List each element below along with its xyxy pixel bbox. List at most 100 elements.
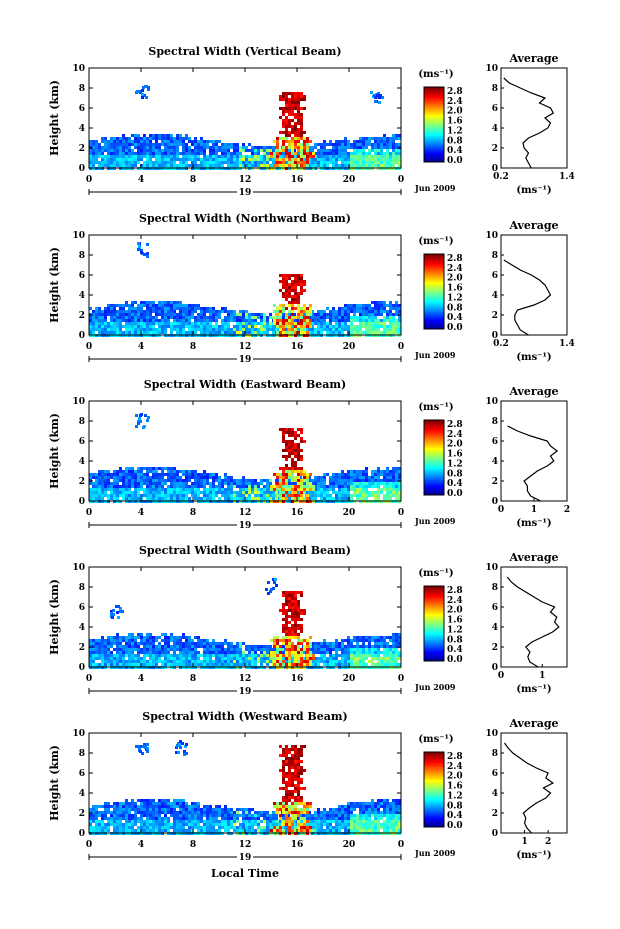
heatmap-cell — [338, 663, 341, 666]
heatmap-cell — [155, 158, 158, 161]
heatmap-cell — [344, 143, 347, 146]
heatmap-cell — [149, 152, 152, 155]
colorbar-tick-label: 2.0 — [447, 107, 463, 117]
heatmap-cell — [362, 651, 365, 654]
heatmap-cell — [374, 470, 377, 473]
heatmap-cell — [230, 479, 233, 482]
heatmap-cell — [221, 152, 224, 155]
heatmap-cell — [272, 648, 275, 651]
heatmap-cell — [282, 98, 285, 101]
heatmap-cell — [119, 663, 122, 666]
heatmap-cell — [206, 319, 209, 322]
heatmap-cell — [128, 319, 131, 322]
heatmap-cell — [152, 161, 155, 164]
heatmap-cell — [158, 651, 161, 654]
heatmap-cell — [371, 494, 374, 497]
heatmap-cell — [98, 316, 101, 319]
heatmap-cell — [281, 152, 284, 155]
y-tick-label: 6 — [79, 271, 85, 281]
heatmap-cell — [350, 470, 353, 473]
heatmap-cell — [224, 482, 227, 485]
heatmap-cell — [383, 137, 386, 140]
heatmap-cell — [320, 657, 323, 660]
heatmap-cell — [164, 488, 167, 491]
heatmap-cell — [395, 494, 398, 497]
heatmap-cell — [131, 152, 134, 155]
heatmap-cell — [317, 479, 320, 482]
heatmap-cell — [167, 319, 170, 322]
heatmap-cell — [107, 313, 110, 316]
heatmap-cell — [311, 161, 314, 164]
heatmap-cell — [206, 654, 209, 657]
heatmap-cell — [230, 657, 233, 660]
heatmap-cell — [254, 479, 257, 482]
heatmap-cell — [161, 660, 164, 663]
heatmap-cell — [317, 494, 320, 497]
heatmap-cell — [329, 152, 332, 155]
heatmap-cell — [116, 322, 119, 325]
heatmap-cell — [89, 161, 92, 164]
heatmap-cell — [297, 603, 300, 606]
heatmap-cell — [356, 657, 359, 660]
heatmap-cell — [332, 155, 335, 158]
heatmap-cell — [338, 645, 341, 648]
heatmap-cell — [242, 488, 245, 491]
heatmap-cell — [282, 331, 285, 334]
day-label-bg — [237, 354, 253, 363]
heatmap-cell — [368, 325, 371, 328]
heatmap-cell — [288, 98, 291, 101]
heatmap-cell — [365, 152, 368, 155]
heatmap-cell — [92, 473, 95, 476]
heatmap-cell — [215, 149, 218, 152]
heatmap-cell — [110, 328, 113, 331]
profile-y-tick-label: 8 — [492, 417, 498, 427]
heatmap-cell — [116, 470, 119, 473]
heatmap-cell — [282, 482, 285, 485]
heatmap-cell — [266, 491, 269, 494]
heatmap-cell — [257, 322, 260, 325]
heatmap-cell — [389, 645, 392, 648]
heatmap-cell — [104, 476, 107, 479]
heatmap-cell — [113, 482, 116, 485]
heatmap-cell — [116, 491, 119, 494]
heatmap-cell — [291, 319, 294, 322]
heatmap-cell — [371, 316, 374, 319]
heatmap-cell — [248, 161, 251, 164]
heatmap-cell — [288, 600, 291, 603]
heatmap-cell — [128, 164, 131, 167]
heatmap-cell — [89, 497, 92, 500]
heatmap-cell — [374, 143, 377, 146]
heatmap-cell — [179, 648, 182, 651]
heatmap-cell — [279, 482, 282, 485]
heatmap-cell — [383, 319, 386, 322]
heatmap-cell — [248, 645, 251, 648]
heatmap-cell — [326, 155, 329, 158]
heatmap-cell — [95, 639, 98, 642]
heatmap-cell — [350, 648, 353, 651]
heatmap-cell — [137, 633, 140, 636]
heatmap-cell — [125, 140, 128, 143]
heatmap-cell — [212, 491, 215, 494]
heatmap-cell — [227, 152, 230, 155]
heatmap-cell — [218, 479, 221, 482]
heatmap-cell — [291, 149, 294, 152]
heatmap-cell — [383, 304, 386, 307]
heatmap-cell — [197, 651, 200, 654]
heatmap-cell — [128, 140, 131, 143]
heatmap-cell — [140, 476, 143, 479]
heatmap-cell — [251, 497, 254, 500]
heatmap-cell — [173, 491, 176, 494]
heatmap-cell — [98, 657, 101, 660]
colorbar-segment — [424, 135, 444, 139]
heatmap-cell — [176, 636, 179, 639]
heatmap-cell — [182, 140, 185, 143]
heatmap-cell — [257, 158, 260, 161]
heatmap-cell — [359, 310, 362, 313]
heatmap-cell — [107, 152, 110, 155]
heatmap-cell — [329, 645, 332, 648]
heatmap-cell — [191, 155, 194, 158]
heatmap-cell — [294, 164, 297, 167]
heatmap-cell — [395, 491, 398, 494]
heatmap-cell — [297, 274, 300, 277]
heatmap-cell — [188, 645, 191, 648]
